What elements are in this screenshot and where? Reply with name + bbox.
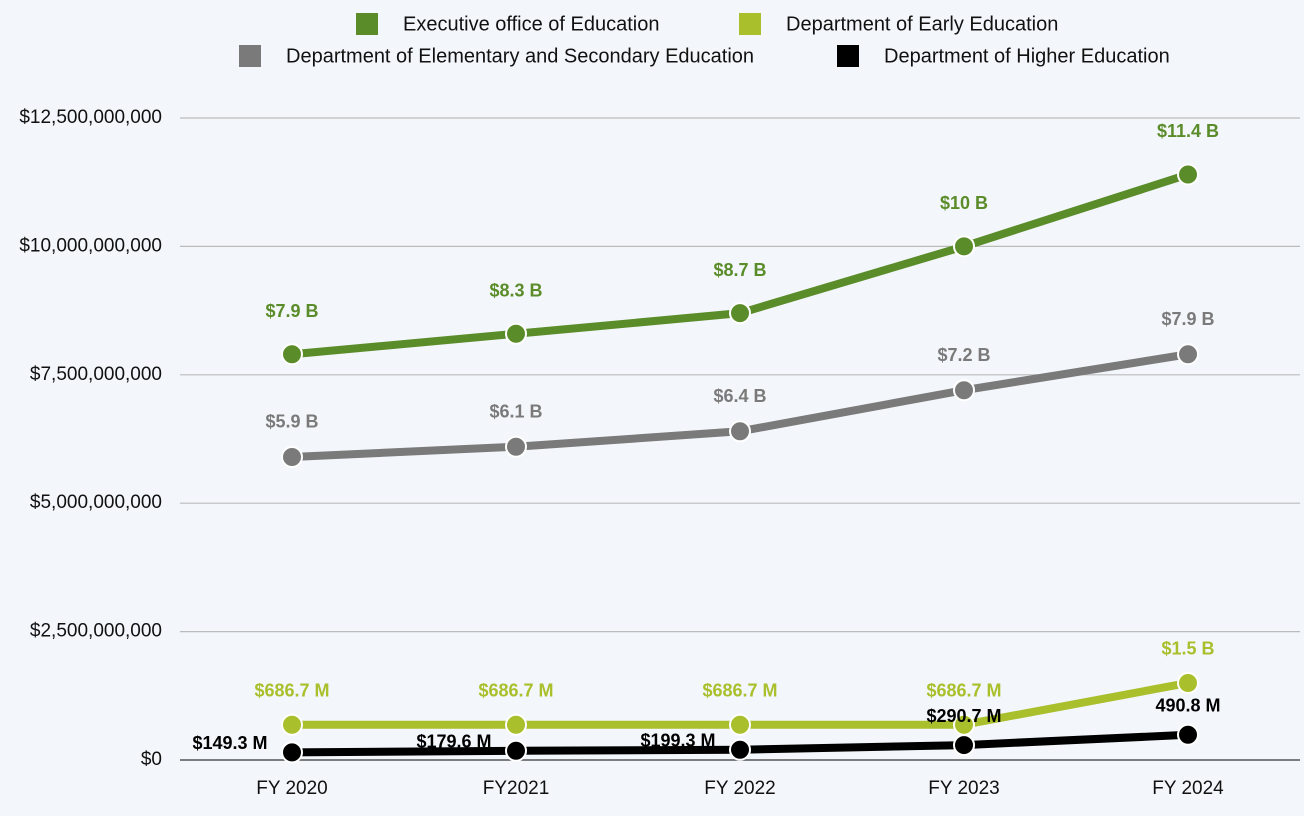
- x-tick-label: FY2021: [483, 778, 550, 799]
- y-tick-label: $5,000,000,000: [30, 492, 162, 513]
- data-label: $8.7 B: [713, 260, 766, 280]
- data-label: $686.7 M: [926, 680, 1001, 700]
- legend-swatch: [837, 45, 859, 67]
- legend-label: Department of Early Education: [786, 13, 1058, 35]
- data-point: [729, 302, 751, 325]
- y-tick-label: $12,500,000,000: [19, 107, 162, 128]
- data-point: [281, 713, 303, 736]
- x-tick-label: FY 2020: [256, 778, 327, 799]
- data-point: [1177, 723, 1199, 746]
- legend-swatch: [739, 13, 761, 35]
- data-point: [505, 322, 527, 345]
- legend-swatch: [239, 45, 261, 67]
- data-label: $5.9 B: [265, 412, 318, 432]
- y-tick-label: $10,000,000,000: [19, 235, 162, 256]
- data-label: $149.3 M: [192, 733, 267, 753]
- data-point: [281, 445, 303, 468]
- data-label: $7.9 B: [265, 301, 318, 321]
- data-label: $686.7 M: [478, 680, 553, 700]
- data-label: $7.2 B: [937, 345, 990, 365]
- data-point: [729, 738, 751, 761]
- data-point: [505, 435, 527, 458]
- data-label: $686.7 M: [702, 680, 777, 700]
- data-label: 490.8 M: [1155, 696, 1220, 716]
- data-label: $10 B: [940, 193, 988, 213]
- data-label: $179.6 M: [416, 732, 491, 752]
- y-tick-label: $7,500,000,000: [30, 364, 162, 385]
- data-label: $6.4 B: [713, 386, 766, 406]
- data-label: $199.3 M: [640, 731, 715, 751]
- data-point: [281, 343, 303, 366]
- data-label: $11.4 B: [1157, 121, 1219, 141]
- legend-label: Executive office of Education: [403, 13, 659, 35]
- data-label: $8.3 B: [489, 280, 542, 300]
- data-point: [1177, 343, 1199, 366]
- data-label: $6.1 B: [489, 401, 542, 421]
- x-tick-label: FY 2022: [704, 778, 775, 799]
- data-label: $290.7 M: [926, 706, 1001, 726]
- data-point: [729, 713, 751, 736]
- data-point: [729, 420, 751, 443]
- legend-label: Department of Elementary and Secondary E…: [286, 45, 754, 67]
- x-tick-label: FY 2023: [928, 778, 999, 799]
- x-tick-label: FY 2024: [1152, 778, 1224, 799]
- data-label: $7.9 B: [1161, 309, 1214, 329]
- data-label: $1.5 B: [1161, 639, 1214, 659]
- data-point: [1177, 163, 1199, 186]
- data-point: [281, 741, 303, 764]
- data-point: [953, 734, 975, 757]
- data-label: $686.7 M: [254, 680, 329, 700]
- data-point: [953, 379, 975, 402]
- y-tick-label: $2,500,000,000: [30, 621, 162, 642]
- data-point: [953, 235, 975, 258]
- data-point: [505, 739, 527, 762]
- y-tick-label: $0: [141, 749, 162, 770]
- legend-label: Department of Higher Education: [884, 45, 1170, 67]
- legend-swatch: [356, 13, 378, 35]
- data-point: [505, 713, 527, 736]
- data-point: [1177, 671, 1199, 694]
